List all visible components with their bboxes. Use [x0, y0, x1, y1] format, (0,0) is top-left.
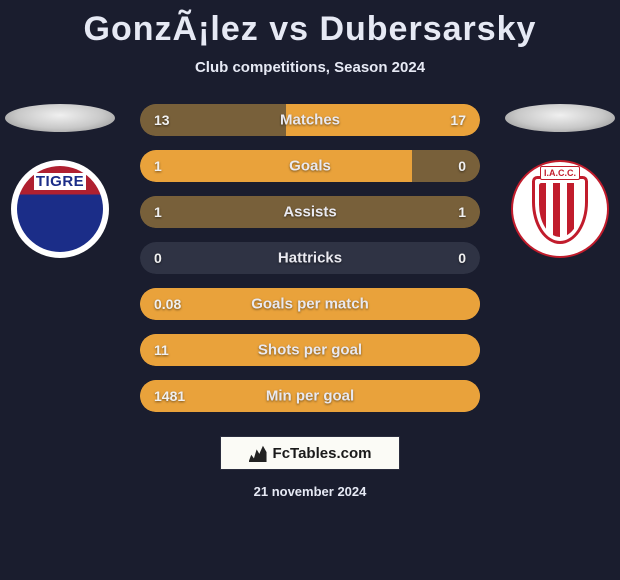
club-logo-left-text: TIGRE [34, 173, 86, 190]
stat-label: Goals per match [251, 296, 369, 313]
stat-fill-left [140, 150, 412, 182]
stat-label: Shots per goal [258, 342, 362, 359]
stat-row: 11 Shots per goal [140, 334, 480, 366]
footer-date: 21 november 2024 [0, 484, 620, 499]
stats-area: TIGRE I.A.C.C. 1317Matches10Goals11Assis… [0, 104, 620, 412]
stat-row: 0.08 Goals per match [140, 288, 480, 320]
stat-label: Min per goal [266, 388, 354, 405]
stat-value-left: 0 [154, 250, 162, 266]
stat-value-right: 1 [458, 204, 466, 220]
stat-label: Assists [283, 204, 336, 221]
stat-row: 13 17 Matches [140, 104, 480, 136]
stat-row: 1 1 Assists [140, 196, 480, 228]
stat-value-right: 0 [458, 250, 466, 266]
chart-icon [249, 444, 267, 462]
stats-center: 1317Matches10Goals11Assists00Hattricks0.… [140, 104, 480, 412]
stat-value-right: 0 [458, 158, 466, 174]
stat-value-left: 0.08 [154, 296, 181, 312]
player-left-head-ellipse [5, 104, 115, 132]
club-logo-right-text: I.A.C.C. [540, 166, 580, 180]
player-left-column: TIGRE [0, 104, 120, 258]
stat-value-left: 13 [154, 112, 170, 128]
stat-value-left: 11 [154, 342, 169, 358]
stat-row: 1 0 Goals [140, 150, 480, 182]
stat-label: Hattricks [278, 250, 342, 267]
player-right-head-ellipse [505, 104, 615, 132]
comparison-subtitle: Club competitions, Season 2024 [0, 59, 620, 76]
stat-row: 0 0 Hattricks [140, 242, 480, 274]
comparison-title: GonzÃ¡lez vs Dubersarsky [0, 0, 620, 49]
stat-value-left: 1 [154, 204, 162, 220]
club-logo-left: TIGRE [11, 160, 109, 258]
footer-brand-text: FcTables.com [273, 445, 372, 462]
footer-brand[interactable]: FcTables.com [220, 436, 400, 470]
stat-fill-right [412, 150, 480, 182]
stat-label: Matches [280, 112, 340, 129]
stat-row: 1481 Min per goal [140, 380, 480, 412]
stat-value-left: 1481 [154, 388, 185, 404]
stat-value-right: 17 [450, 112, 466, 128]
club-logo-right: I.A.C.C. [511, 160, 609, 258]
player-right-column: I.A.C.C. [500, 104, 620, 258]
stat-label: Goals [289, 158, 331, 175]
stat-value-left: 1 [154, 158, 162, 174]
